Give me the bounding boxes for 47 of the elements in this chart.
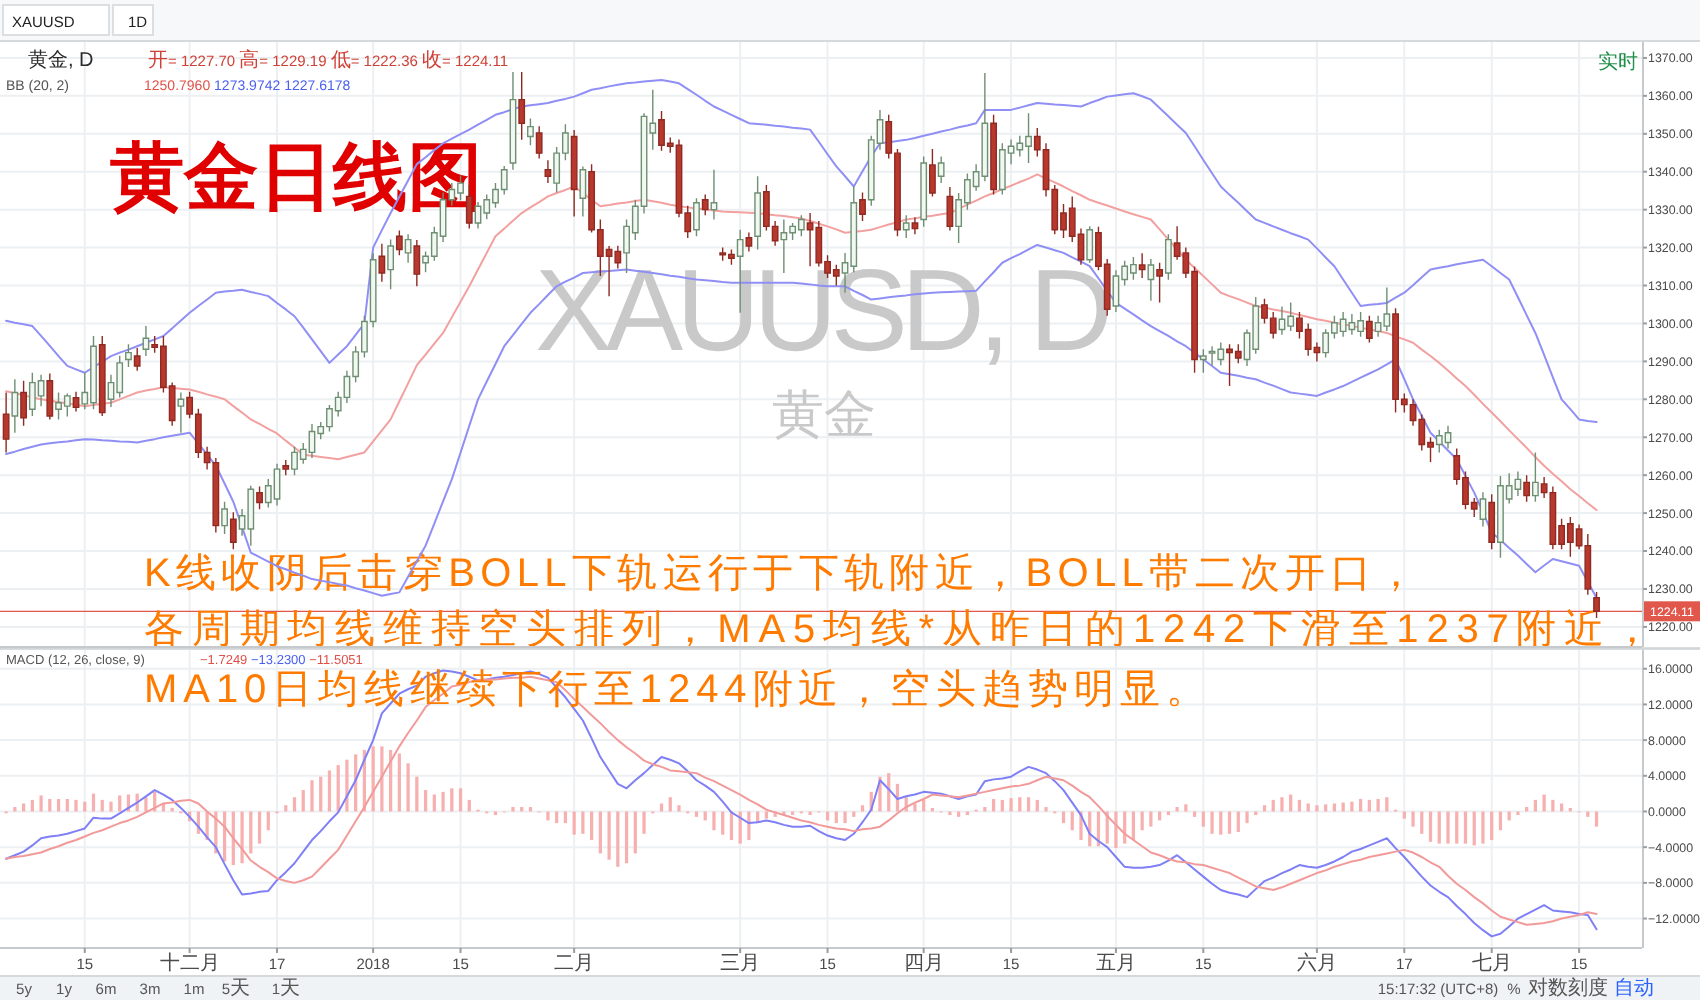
line-series [5,243,1598,600]
candlestick [745,231,753,253]
candlestick [859,191,866,222]
candlestick [990,114,997,196]
candlestick [701,193,709,217]
candlestick [282,459,290,476]
candlestick [256,485,263,511]
candlestick [1488,493,1496,550]
candlestick [518,71,526,141]
candlestick [946,186,954,232]
candlestick [98,335,106,417]
x-tick-label: 五月 [1095,953,1136,975]
candlestick [20,380,27,427]
x-tick-label: 六月 [1296,951,1337,975]
candlestick [719,246,727,262]
candlestick [229,511,237,550]
candlestick [1365,315,1373,344]
x-tick-label: 二月 [554,953,595,975]
candlestick [413,239,421,287]
x-tick-label: 十二月 [159,951,220,975]
candlestick [1549,485,1557,550]
candlestick [133,347,141,372]
text: 自动 [1614,976,1654,1000]
candlestick [902,214,910,239]
candlestick [1138,252,1146,279]
candlestick [1156,262,1164,304]
annotation: 黄金, D [28,48,94,72]
candlestick [1523,474,1531,503]
annotation: K线收阴后击穿BOLL下轨运行于下轨附近，BOLL带二次开口， [144,552,1416,596]
candlestick [797,214,805,237]
candlestick [544,159,552,184]
candlestick [570,129,578,218]
candlestick [2,391,10,454]
candlestick [929,148,936,198]
candlestick [535,125,543,160]
candlestick [911,216,919,236]
annotation: MA10日均线继续下行至1244附近，空头趋势明显。 [144,668,1206,712]
annotation: 实时 [1598,50,1638,74]
x-tick-label: 三月 [720,953,761,975]
text: 对数刻度 [1528,976,1608,1000]
candlestick [46,372,54,421]
candlestick [806,212,814,267]
x-tick-label: 七月 [1471,951,1512,975]
candlestick [395,229,403,256]
x-tick-label: 四月 [903,953,944,975]
candlestick [378,243,386,283]
candlestick [72,391,80,413]
